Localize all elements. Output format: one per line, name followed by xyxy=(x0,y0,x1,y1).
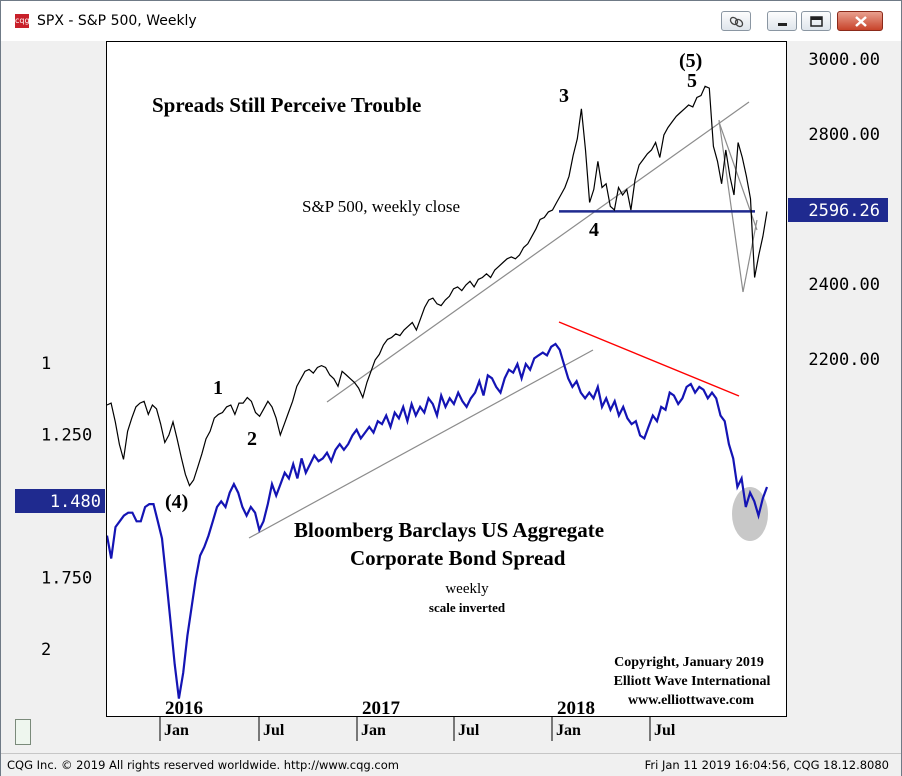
minimize-icon xyxy=(778,23,787,26)
spx-wedge-lower-line xyxy=(718,119,744,293)
wave-label-5: 5 xyxy=(687,70,697,92)
time-axis-month-label: Jul xyxy=(458,722,480,739)
right-axis-panel: 2596.26 3000.00 2800.00 2400.00 2200.00 xyxy=(788,41,892,717)
wave-label-5-paren: (5) xyxy=(679,50,702,72)
chain-link-icon xyxy=(729,16,744,28)
time-axis: Jan Jul Jan Jul Jan Jul xyxy=(106,717,787,743)
spx-series-line xyxy=(106,85,768,487)
spread-resistance-line xyxy=(558,321,740,397)
link-button[interactable] xyxy=(721,11,751,31)
spx-last-value-bg xyxy=(788,198,888,222)
maximize-button[interactable] xyxy=(801,11,831,31)
spread-last-value-bg xyxy=(15,489,105,513)
year-label: 2017 xyxy=(362,698,401,718)
time-axis-month-label: Jul xyxy=(654,722,676,739)
copyright-line-2: Elliott Wave International xyxy=(614,674,771,689)
title-bar[interactable]: cqg SPX - S&P 500, Weekly xyxy=(1,1,901,41)
time-axis-month-label: Jan xyxy=(361,722,386,739)
footer-copyright: CQG Inc. © 2019 All rights reserved worl… xyxy=(7,758,399,772)
right-axis: 2596.26 3000.00 2800.00 2400.00 2200.00 xyxy=(788,50,888,370)
spx-y-tick-label: 2200.00 xyxy=(808,350,880,370)
wave-label-3: 3 xyxy=(559,85,569,107)
left-axis: 1.480 1 1.250 1.750 2 xyxy=(15,354,105,660)
spx-wedge-lower-line-2 xyxy=(742,219,758,293)
spread-last-value: 1.480 xyxy=(50,492,101,512)
time-axis-month-label: Jan xyxy=(556,722,581,739)
maximize-icon xyxy=(810,16,823,27)
spread-series-line xyxy=(105,342,769,699)
wave-label-2: 2 xyxy=(247,428,257,450)
wave-label-4-paren: (4) xyxy=(165,491,188,513)
wave-label-1: 1 xyxy=(213,377,223,399)
status-bar: CQG Inc. © 2019 All rights reserved worl… xyxy=(1,753,901,776)
year-label: 2016 xyxy=(165,698,203,718)
spread-title-line-1: Bloomberg Barclays US Aggregate xyxy=(294,518,604,542)
minimize-button[interactable] xyxy=(767,11,797,31)
left-axis-panel: 1.480 1 1.250 1.750 2 xyxy=(11,41,105,717)
spx-y-tick-label: 3000.00 xyxy=(808,50,880,70)
spread-y-tick-label: 1 xyxy=(41,354,51,374)
chart-svg: Spreads Still Perceive Trouble S&P 500, … xyxy=(105,50,771,719)
spx-last-value: 2596.26 xyxy=(808,201,880,221)
spread-y-tick-label: 1.750 xyxy=(41,569,92,589)
footer-timestamp: Fri Jan 11 2019 16:04:56, CQG 18.12.8080 xyxy=(644,758,889,772)
spx-caption: S&P 500, weekly close xyxy=(302,197,460,216)
spx-y-tick-label: 2800.00 xyxy=(808,125,880,145)
close-button[interactable] xyxy=(837,11,883,31)
spx-y-tick-label: 2400.00 xyxy=(808,275,880,295)
wave-label-4: 4 xyxy=(589,219,599,241)
time-axis-month-label: Jul xyxy=(263,722,285,739)
spread-uptrend-channel-line xyxy=(248,349,594,539)
copyright-line-1: Copyright, January 2019 xyxy=(614,655,764,670)
year-label: 2018 xyxy=(557,698,595,718)
close-icon xyxy=(855,16,867,27)
spread-highlight-circle xyxy=(732,487,768,541)
spread-title-line-2: Corporate Bond Spread xyxy=(350,546,566,570)
spread-subtitle-weekly: weekly xyxy=(445,581,489,597)
chart-headline: Spreads Still Perceive Trouble xyxy=(152,93,421,117)
spread-subtitle-inverted: scale inverted xyxy=(429,600,506,615)
time-axis-svg: Jan Jul Jan Jul Jan Jul xyxy=(159,717,676,741)
spx-uptrend-channel-line xyxy=(326,101,750,403)
time-axis-month-label: Jan xyxy=(164,722,189,739)
spread-y-tick-label: 2 xyxy=(41,640,51,660)
spread-y-tick-label: 1.250 xyxy=(41,426,92,446)
cqg-app-icon: cqg xyxy=(15,14,30,28)
window-title: SPX - S&P 500, Weekly xyxy=(37,13,197,29)
chart-corner-box[interactable] xyxy=(15,719,31,745)
copyright-line-3: www.elliottwave.com xyxy=(628,693,754,708)
chart-plot-area[interactable]: Spreads Still Perceive Trouble S&P 500, … xyxy=(105,41,787,719)
